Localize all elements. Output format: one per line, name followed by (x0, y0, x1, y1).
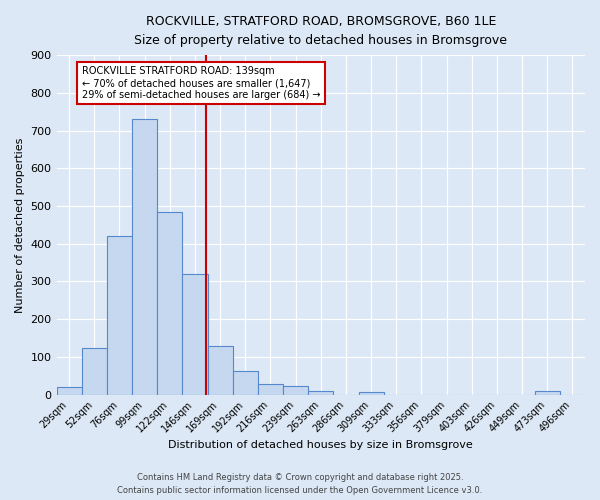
Text: ROCKVILLE STRATFORD ROAD: 139sqm
← 70% of detached houses are smaller (1,647)
29: ROCKVILLE STRATFORD ROAD: 139sqm ← 70% o… (82, 66, 320, 100)
Bar (107, 236, 132, 394)
Bar (258, 384, 283, 394)
Bar (535, 391, 560, 394)
Bar (82, 348, 107, 395)
Bar (233, 372, 258, 394)
Bar (308, 391, 334, 394)
Bar (208, 346, 233, 395)
Text: Contains HM Land Registry data © Crown copyright and database right 2025.
Contai: Contains HM Land Registry data © Crown c… (118, 474, 482, 495)
Bar (56, 387, 82, 394)
Title: ROCKVILLE, STRATFORD ROAD, BROMSGROVE, B60 1LE
Size of property relative to deta: ROCKVILLE, STRATFORD ROAD, BROMSGROVE, B… (134, 15, 507, 47)
Bar (157, 212, 182, 394)
X-axis label: Distribution of detached houses by size in Bromsgrove: Distribution of detached houses by size … (169, 440, 473, 450)
Bar (132, 120, 157, 394)
Y-axis label: Number of detached properties: Number of detached properties (15, 137, 25, 312)
Bar (359, 392, 383, 394)
Bar (182, 274, 208, 394)
Bar (283, 386, 308, 394)
